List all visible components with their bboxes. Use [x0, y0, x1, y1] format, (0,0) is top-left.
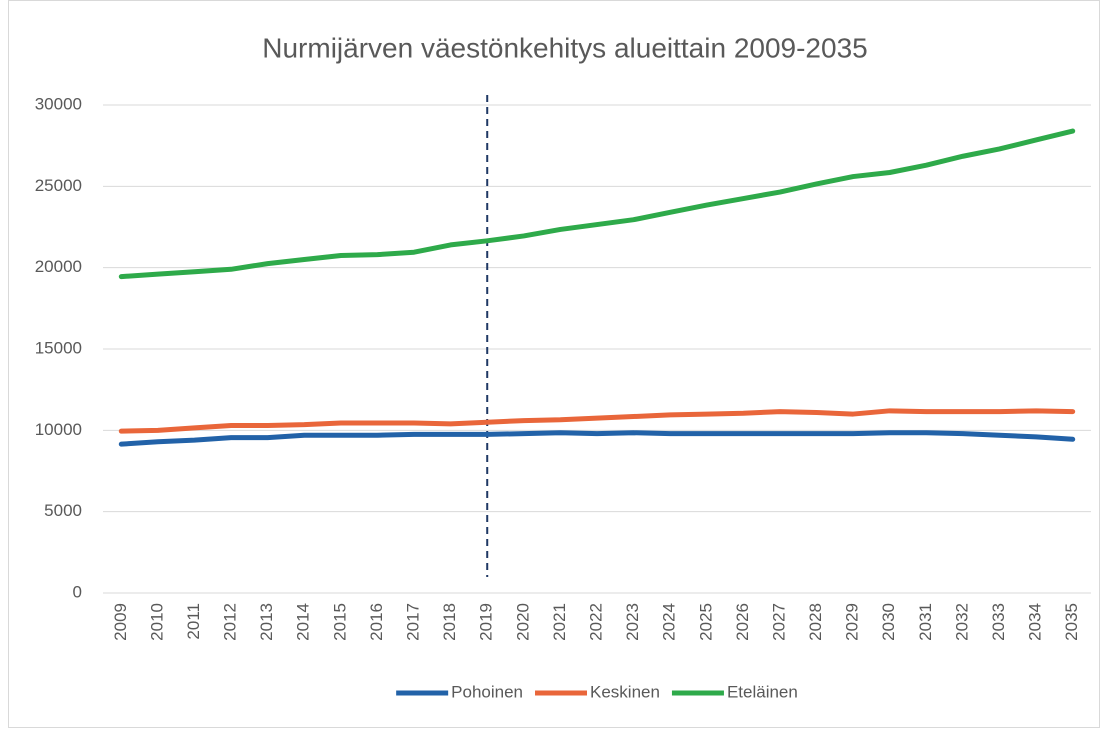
x-tick-label: 2010	[147, 603, 166, 641]
chart-border	[8, 0, 1100, 728]
x-tick-label: 2034	[1026, 603, 1045, 641]
x-tick-label: 2015	[330, 603, 349, 641]
x-tick-label: 2016	[367, 603, 386, 641]
x-tick-label: 2013	[257, 603, 276, 641]
x-tick-label: 2022	[586, 603, 605, 641]
x-tick-label: 2032	[952, 603, 971, 641]
x-tick-label: 2024	[660, 603, 679, 641]
legend: Pohoinen Keskinen Eteläinen	[396, 682, 798, 701]
y-tick-label: 15000	[35, 338, 82, 357]
legend-label: Eteläinen	[727, 682, 798, 701]
y-tick-label: 30000	[35, 94, 82, 113]
x-tick-label: 2029	[843, 603, 862, 641]
line-series	[118, 408, 1076, 434]
chart-title: Nurmijärven väestönkehitys alueittain 20…	[262, 32, 867, 63]
y-tick-label: 20000	[35, 257, 82, 276]
x-tick-label: 2035	[1062, 603, 1081, 641]
x-tick-label: 2017	[404, 603, 423, 641]
y-tick-label: 5000	[44, 501, 82, 520]
x-tick-label: 2030	[879, 603, 898, 641]
legend-label: Keskinen	[590, 682, 660, 701]
y-tick-label: 0	[73, 582, 82, 601]
x-tick-label: 2031	[916, 603, 935, 641]
y-tick-label: 25000	[35, 176, 82, 195]
x-tick-label: 2019	[477, 603, 496, 641]
x-tick-label: 2018	[440, 603, 459, 641]
line-series	[118, 430, 1076, 447]
x-tick-label: 2011	[184, 603, 203, 640]
y-tick-label: 10000	[35, 420, 82, 439]
x-tick-label: 2023	[623, 603, 642, 641]
x-tick-label: 2028	[806, 603, 825, 641]
line-series	[118, 128, 1076, 280]
legend-label: Pohoinen	[451, 682, 523, 701]
x-tick-label: 2012	[221, 603, 240, 641]
x-tick-label: 2033	[989, 603, 1008, 641]
x-tick-label: 2027	[769, 603, 788, 641]
x-tick-label: 2026	[733, 603, 752, 641]
x-tick-label: 2020	[513, 603, 532, 641]
x-tick-label: 2014	[294, 603, 313, 641]
x-tick-label: 2021	[550, 603, 569, 641]
x-tick-label: 2009	[111, 603, 130, 641]
x-tick-label: 2025	[696, 603, 715, 641]
